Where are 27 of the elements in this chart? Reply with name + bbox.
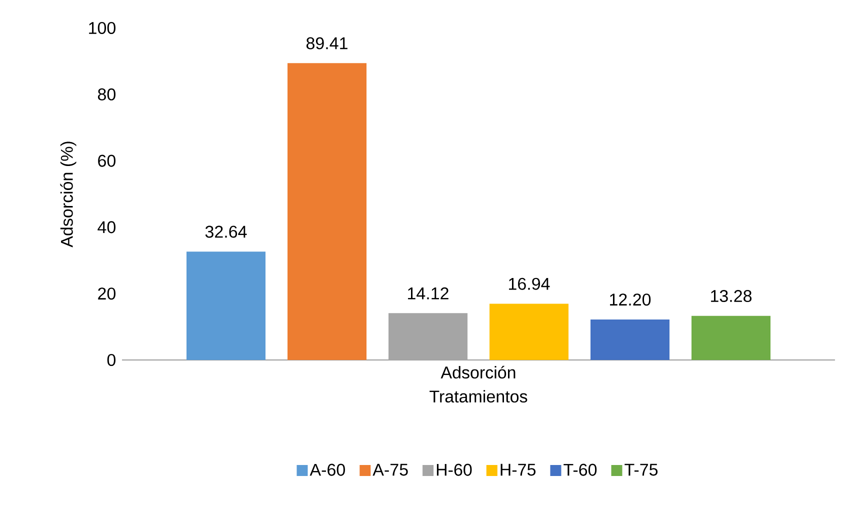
- data-label: 14.12: [408, 287, 448, 300]
- x-axis-title: Tratamientos: [430, 390, 528, 403]
- y-tick-label: 100: [89, 22, 116, 34]
- bar: [186, 252, 266, 360]
- y-tick-label: 40: [98, 221, 116, 234]
- data-label: 12.20: [610, 294, 651, 306]
- legend-label: T-60: [564, 464, 597, 476]
- legend-label: A-75: [372, 464, 408, 476]
- bar: [691, 316, 770, 360]
- bar: [489, 304, 568, 360]
- legend-label: T-75: [624, 464, 658, 476]
- x-tick-label: Adsorción: [440, 366, 516, 379]
- y-tick-label: 60: [98, 154, 116, 167]
- y-tick-label: 0: [107, 354, 116, 366]
- y-tick-label: 20: [98, 288, 116, 300]
- legend-label: A-60: [310, 464, 345, 476]
- bar: [388, 313, 468, 360]
- data-label: 13.28: [711, 290, 752, 302]
- y-axis-title: Adsorción (%): [60, 142, 76, 248]
- data-label: 16.94: [509, 278, 550, 290]
- legend-label: H-60: [436, 464, 472, 476]
- legend-label: H-75: [500, 464, 536, 476]
- data-label: 89.41: [306, 37, 348, 50]
- data-label: 32.64: [205, 226, 247, 238]
- y-tick-label: 80: [98, 88, 116, 100]
- bar: [288, 63, 366, 360]
- bar: [590, 319, 670, 360]
